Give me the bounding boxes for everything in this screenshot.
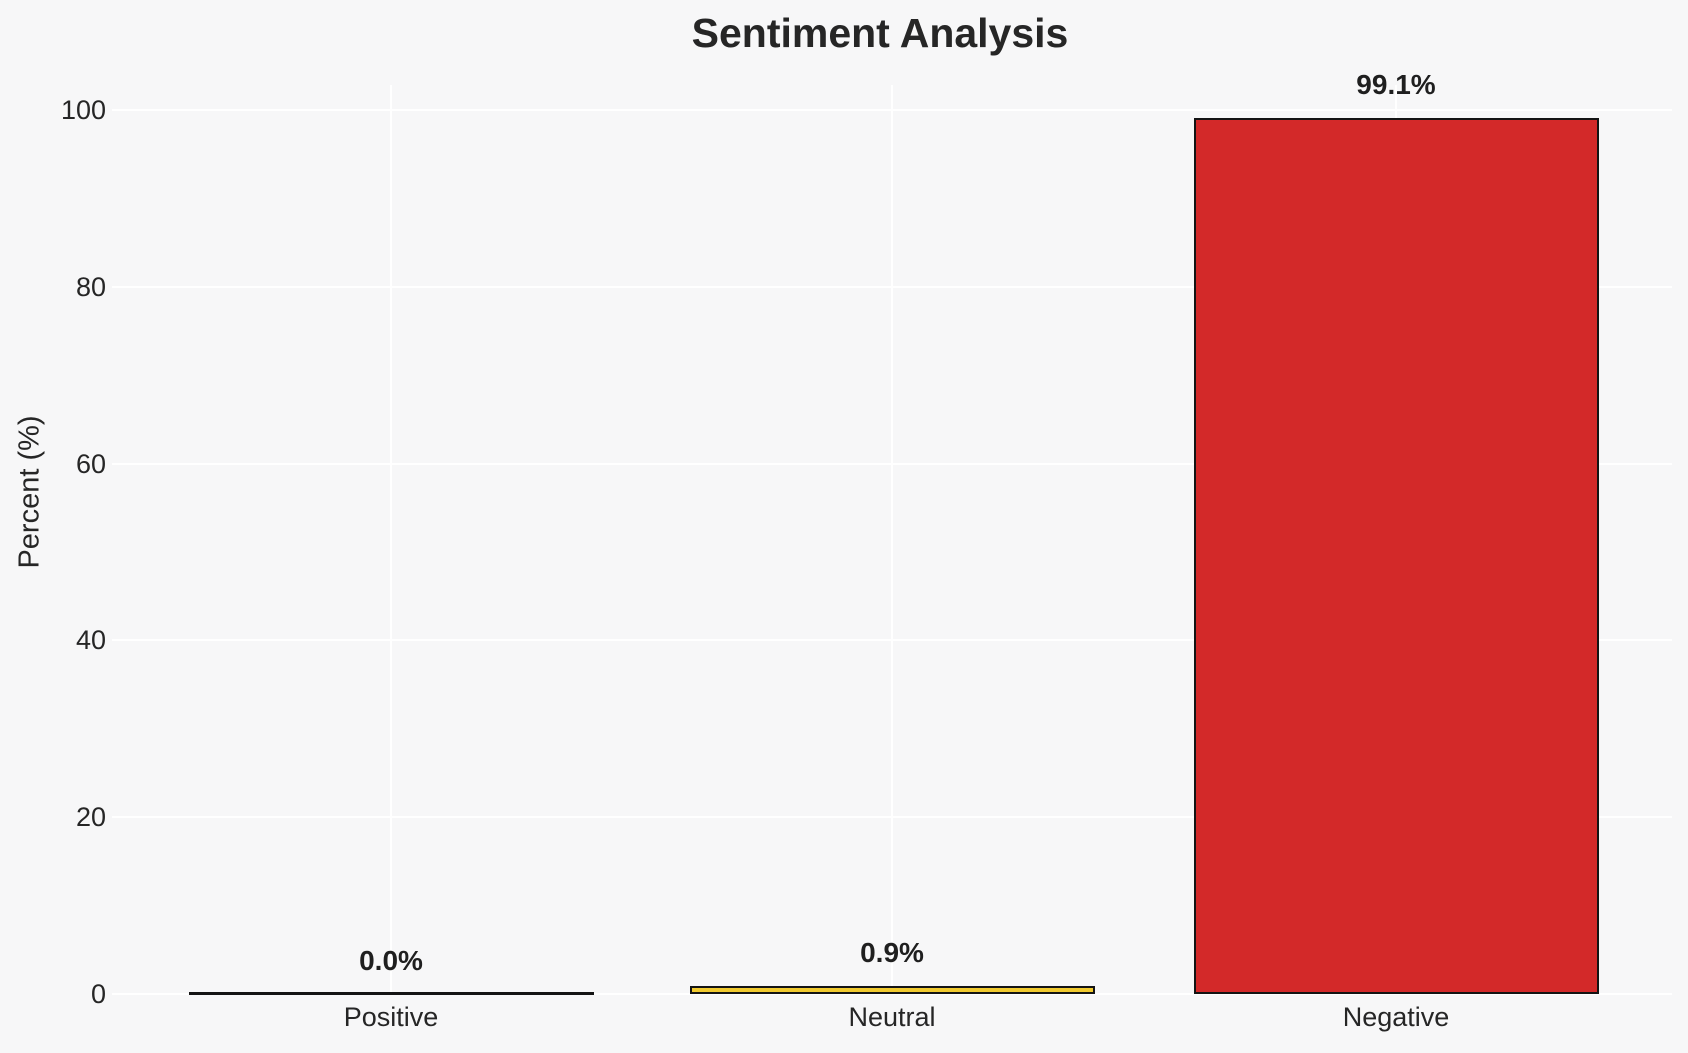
gridline-x-neutral <box>891 85 893 994</box>
value-label-positive: 0.0% <box>359 944 423 976</box>
x-tick-label-neutral: Neutral <box>848 1002 936 1032</box>
plot-area <box>112 85 1672 995</box>
gridline-x-positive <box>390 85 392 994</box>
value-label-negative: 99.1% <box>1356 68 1436 100</box>
y-tick-label-0: 0 <box>90 979 106 1009</box>
y-tick-label-40: 40 <box>75 625 106 656</box>
y-tick-label-100: 100 <box>60 95 106 125</box>
y-axis-label: Percent (%) <box>13 415 46 569</box>
y-tick-label-20: 20 <box>75 802 106 833</box>
y-tick-label-60: 60 <box>75 448 106 479</box>
x-tick-label-negative: Negative <box>1342 1002 1450 1032</box>
value-label-neutral: 0.9% <box>860 936 924 968</box>
y-tick-label-80: 80 <box>75 271 106 302</box>
gridline-y-0 <box>112 993 1672 995</box>
bar-neutral <box>689 986 1095 994</box>
bar-negative <box>1193 117 1599 994</box>
bar-positive <box>188 992 594 995</box>
x-tick-label-positive: Positive <box>343 1002 439 1032</box>
chart-title: Sentiment Analysis <box>691 10 1069 56</box>
